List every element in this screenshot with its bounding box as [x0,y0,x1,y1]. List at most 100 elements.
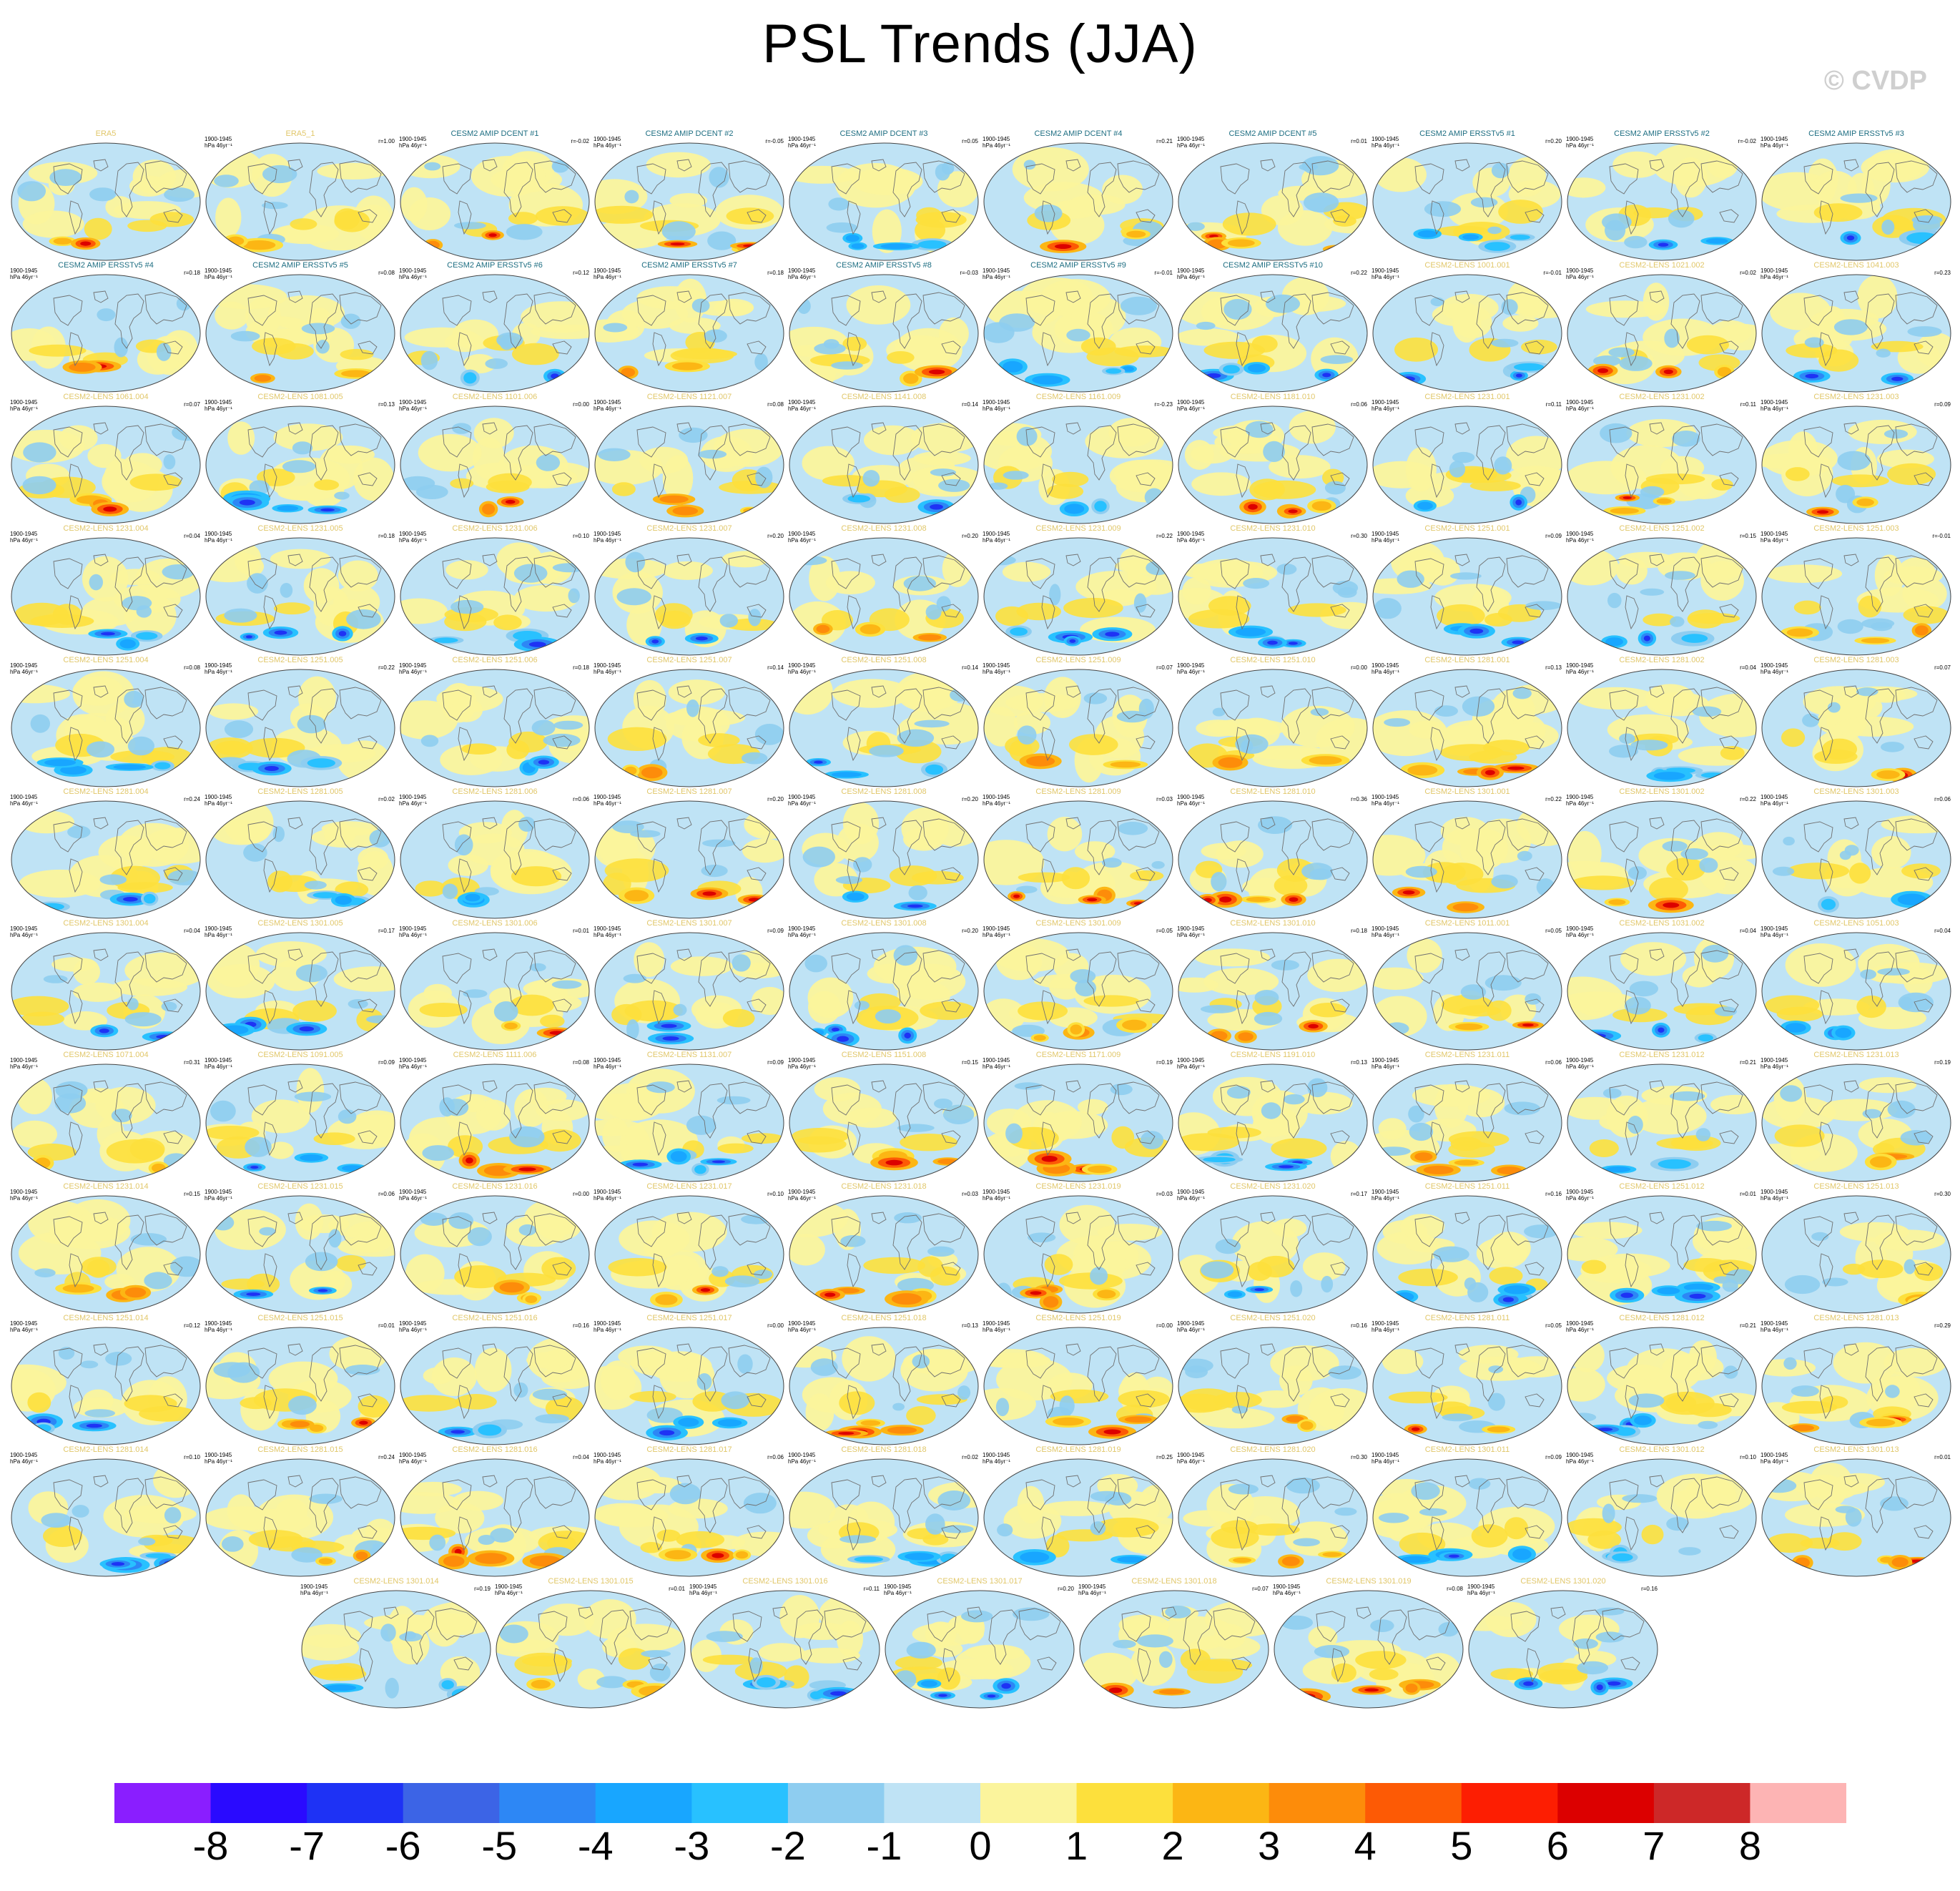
world-map [205,1327,395,1445]
map-panel: CESM2-LENS 1301.003 1900-1945 hPa 46yr⁻¹ r=… [1759,787,1954,920]
panel-title: CESM2 AMIP ERSSTv5 #6 [447,261,543,270]
panel-title: CESM2-LENS 1251.012 [1619,1182,1705,1191]
panel-units: hPa 46yr⁻¹ [205,800,232,807]
panel-correlation: r=-0.02 [571,138,589,144]
map-outline [1372,537,1562,656]
panel-title: CESM2-LENS 1301.010 [1230,919,1316,928]
map-outline [205,142,395,261]
panel-title: CESM2-LENS 1301.020 [1520,1577,1606,1586]
panel-correlation: r=0.02 [378,796,395,802]
panel-correlation: r=-0.01 [1932,533,1951,539]
panel-period: 1900-1945 [1371,136,1399,142]
map-outline [11,1195,201,1314]
panel-title: CESM2-LENS 1251.001 [1424,524,1510,533]
trend-field [1762,149,1946,247]
map-outline [983,1458,1173,1577]
map-panel: CESM2 AMIP ERSSTv5 #8 1900-1945 hPa 46yr⁻¹… [787,261,981,393]
panel-correlation: r=0.06 [767,1454,784,1460]
map-panel: ERA5 [9,129,203,262]
panel-correlation: r=0.16 [1351,1322,1367,1329]
panel-correlation: r=0.06 [573,796,589,802]
panel-correlation: r=0.10 [1740,1454,1756,1460]
panel-units: hPa 46yr⁻¹ [594,932,621,938]
trend-field [1373,684,1562,780]
trend-field [791,1077,978,1171]
colorbar-box [980,1783,1078,1823]
map-outline [594,1195,784,1314]
panel-units: hPa 46yr⁻¹ [1566,1064,1594,1070]
map-panel: CESM2-LENS 1231.001 1900-1945 hPa 46yr⁻¹ r=… [1370,393,1565,525]
world-map [594,669,784,787]
world-map [1761,1458,1951,1577]
panel-correlation: r=0.09 [378,1059,395,1066]
world-map [789,142,979,261]
panel-period: 1900-1945 [1760,925,1788,932]
map-panel: CESM2-LENS 1301.007 1900-1945 hPa 46yr⁻¹ r=… [592,919,787,1051]
trend-field [984,677,1160,783]
panel-title: CESM2-LENS 1011.001 [1424,919,1510,928]
map-panel: CESM2-LENS 1231.008 1900-1945 hPa 46yr⁻¹ r=… [787,524,981,657]
trend-field [608,1212,774,1308]
panel-period: 1900-1945 [1760,1320,1788,1327]
map-panel: CESM2-LENS 1301.008 1900-1945 hPa 46yr⁻¹ r=… [787,919,981,1051]
panel-period: 1900-1945 [594,1452,621,1458]
map-outline [1178,406,1368,524]
world-map [1761,406,1951,524]
panel-period: 1900-1945 [399,1189,427,1195]
colorbar-box [1173,1783,1270,1823]
map-panel: CESM2-LENS 1231.018 1900-1945 hPa 46yr⁻¹ r=… [787,1182,981,1315]
world-map [400,1064,590,1182]
world-map [1178,1064,1368,1182]
panel-period: 1900-1945 [495,1583,523,1590]
panel-correlation: r=0.19 [1934,1059,1951,1066]
panel-title: CESM2 AMIP ERSSTv5 #7 [641,261,737,270]
panel-period: 1900-1945 [594,1057,621,1064]
panel-units: hPa 46yr⁻¹ [1177,1327,1205,1333]
map-outline [1761,142,1951,261]
trend-field [595,1343,784,1440]
panel-units: hPa 46yr⁻¹ [1760,669,1788,675]
colorbar-tick-label: 8 [1738,1823,1762,1868]
panel-title: CESM2-LENS 1251.015 [257,1314,343,1322]
colorbar-box [691,1783,789,1823]
colorbar-box [210,1783,307,1823]
panel-title: CESM2-LENS 1071.004 [63,1051,149,1059]
panel-period: 1900-1945 [788,925,816,932]
map-panel: CESM2-LENS 1061.004 1900-1945 hPa 46yr⁻¹ r=… [9,393,203,525]
map-outline [205,800,395,919]
panel-title: CESM2 AMIP ERSSTv5 #8 [836,261,932,270]
panel-title: CESM2-LENS 1301.008 [841,919,927,928]
panel-period: 1900-1945 [594,662,621,669]
panel-title: CESM2 AMIP DCENT #2 [645,129,734,138]
trend-field [1567,1473,1755,1563]
world-map [205,669,395,787]
panel-title: CESM2-LENS 1111.006 [453,1051,537,1059]
panel-title: CESM2-LENS 1281.016 [452,1445,538,1454]
map-panel: CESM2-LENS 1031.002 1900-1945 hPa 46yr⁻¹ r=… [1565,919,1759,1051]
panel-units: hPa 46yr⁻¹ [1177,1195,1205,1202]
map-outline [11,1458,201,1577]
map-panel: CESM2-LENS 1041.003 1900-1945 hPa 46yr⁻¹ r=… [1759,261,1954,393]
panel-correlation: r=0.08 [1447,1586,1463,1592]
map-panel: CESM2 AMIP ERSSTv5 #10 1900-1945 hPa 46yr⁻… [1176,261,1370,393]
map-outline [400,406,590,524]
panel-units: hPa 46yr⁻¹ [788,142,816,149]
panel-units: hPa 46yr⁻¹ [1078,1590,1106,1596]
panel-units: hPa 46yr⁻¹ [689,1590,717,1596]
panel-period: 1900-1945 [399,1452,427,1458]
panel-units: hPa 46yr⁻¹ [1760,1327,1788,1333]
trend-field [802,802,978,911]
world-map [1761,1064,1951,1182]
panel-units: hPa 46yr⁻¹ [10,274,38,280]
panel-units: hPa 46yr⁻¹ [1566,1458,1594,1465]
trend-field [984,817,1165,908]
panel-period: 1900-1945 [1371,1057,1399,1064]
map-panel: CESM2-LENS 1251.016 1900-1945 hPa 46yr⁻¹ r=… [398,1314,592,1446]
map-outline [11,800,201,919]
panel-period: 1900-1945 [983,925,1010,932]
map-panel: CESM2-LENS 1281.005 1900-1945 hPa 46yr⁻¹ r=… [203,787,398,920]
map-panel: CESM2-LENS 1231.010 1900-1945 hPa 46yr⁻¹ r=… [1176,524,1370,657]
trend-field [18,1199,200,1302]
world-map [11,1064,201,1182]
panel-period: 1900-1945 [10,1320,38,1327]
